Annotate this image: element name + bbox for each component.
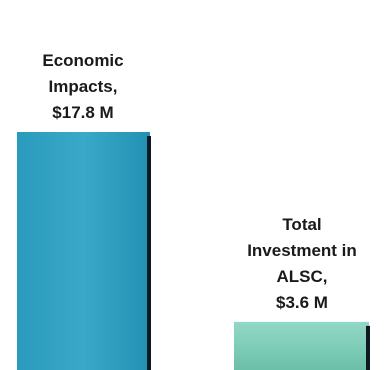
bars-layer [17,132,370,370]
bar-1 [17,132,150,370]
bar-1-shadow [147,136,151,370]
data-label-1-line-1: Economic [42,51,123,70]
data-label-1-line-2: Impacts, [49,77,118,96]
data-label-2-line-1: Total [282,215,321,234]
bar-2 [234,321,369,370]
data-label-2-line-3: ALSC, [277,267,328,286]
bar-2-shadow [366,325,370,370]
data-label-1-line-3: $17.8 M [52,103,113,122]
data-labels-layer: Economic Impacts, $17.8 M Total Investment i… [42,51,356,312]
data-label-1: Economic Impacts, $17.8 M [42,51,123,122]
data-label-2-line-4: $3.6 M [276,293,328,312]
data-label-2-line-2: Investment in [247,241,357,260]
data-label-2: Total Investment in ALSC, $3.6 M [247,215,357,312]
